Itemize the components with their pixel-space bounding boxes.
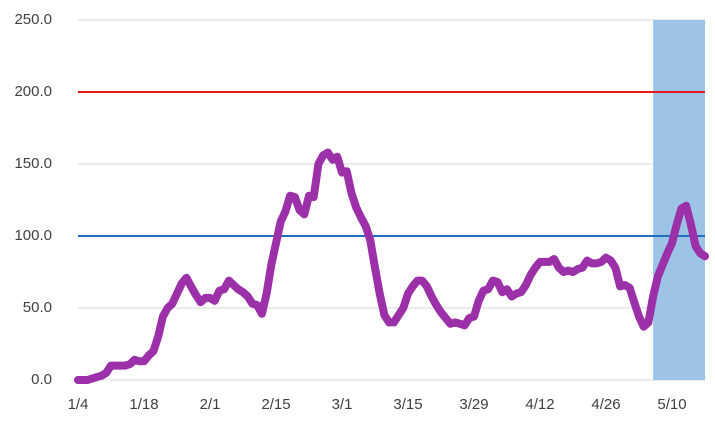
x-tick-label: 3/1 xyxy=(332,396,353,413)
x-tick-label: 1/18 xyxy=(129,396,158,413)
x-tick-label: 4/26 xyxy=(591,396,620,413)
x-tick-label: 4/12 xyxy=(525,396,554,413)
highlight-band xyxy=(653,20,705,380)
x-tick-label: 5/10 xyxy=(657,396,686,413)
y-tick-label: 50.0 xyxy=(23,299,52,316)
y-tick-label: 0.0 xyxy=(31,371,52,388)
x-tick-label: 3/29 xyxy=(459,396,488,413)
x-tick-label: 1/4 xyxy=(68,396,89,413)
data-line xyxy=(74,148,709,384)
y-tick-label: 250.0 xyxy=(14,11,52,28)
x-tick-label: 2/1 xyxy=(200,396,221,413)
y-tick-label: 100.0 xyxy=(14,227,52,244)
y-tick-label: 150.0 xyxy=(14,155,52,172)
x-tick-label: 3/15 xyxy=(393,396,422,413)
x-tick-label: 2/15 xyxy=(261,396,290,413)
y-tick-label: 200.0 xyxy=(14,83,52,100)
